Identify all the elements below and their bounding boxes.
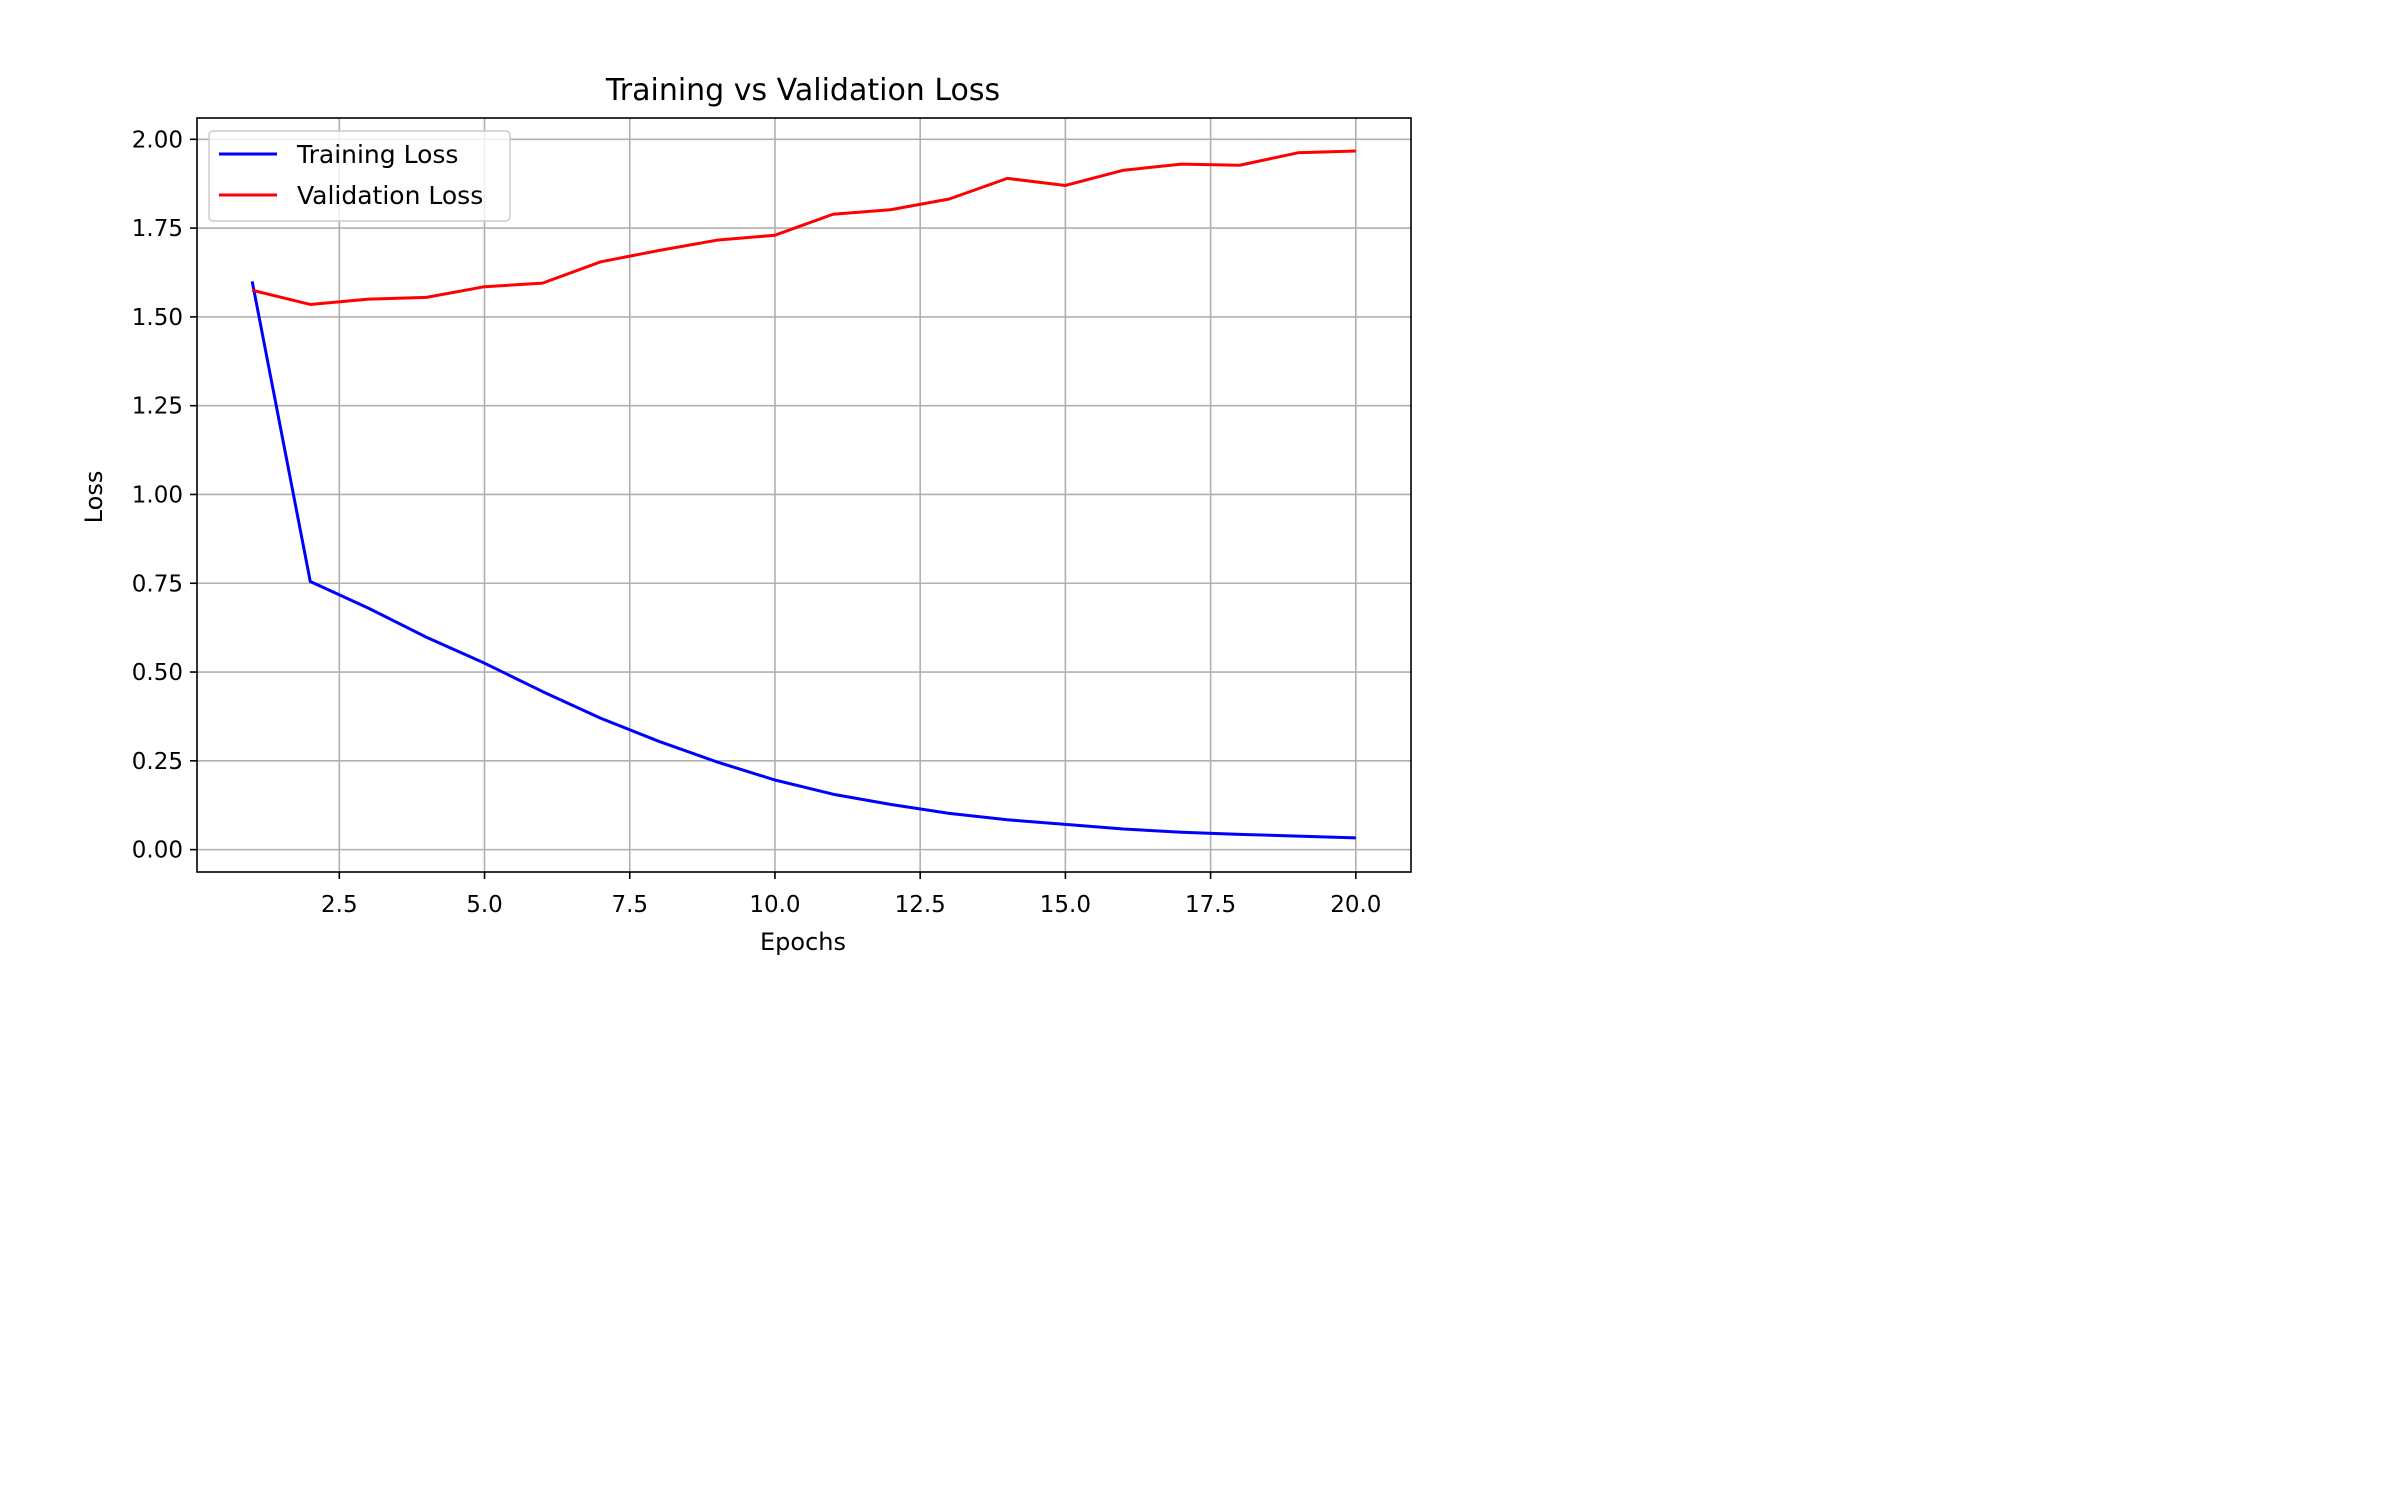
legend-box (208, 130, 511, 222)
x-axis-label: Epochs (760, 928, 846, 956)
y-tick-label: 1.25 (132, 394, 183, 420)
y-tick-label: 1.50 (132, 305, 183, 331)
legend-label-training-loss: Training Loss (296, 140, 458, 169)
legend-label-validation-loss: Validation Loss (297, 181, 483, 210)
chart-title: Training vs Validation Loss (605, 73, 1000, 108)
x-tick-label: 20.0 (1330, 892, 1381, 918)
x-tick-label: 2.5 (321, 892, 358, 918)
y-tick-label: 0.25 (132, 749, 183, 775)
y-tick-label: 1.00 (132, 482, 183, 508)
y-tick-label: 0.75 (132, 571, 183, 597)
x-tick-label: 10.0 (749, 892, 800, 918)
x-tick-label: 17.5 (1185, 892, 1236, 918)
y-tick-label: 0.00 (132, 838, 183, 864)
x-tick-label: 5.0 (466, 892, 503, 918)
series-line-training-loss (250, 281, 1356, 840)
y-tick-label: 1.75 (132, 216, 183, 242)
series-line-validation-loss (251, 149, 1356, 306)
x-tick-label: 7.5 (611, 892, 648, 918)
x-tick-label: 15.0 (1040, 892, 1091, 918)
loss-chart: Training vs Validation Loss 2.5 5.0 7.5 10.… (0, 0, 1545, 966)
legend: Training Loss Validation Loss (208, 130, 511, 222)
y-axis-label: Loss (80, 471, 108, 524)
y-tick-label: 2.00 (132, 127, 183, 153)
grid (197, 118, 1411, 872)
x-tick-label: 12.5 (895, 892, 946, 918)
y-tick-label: 0.50 (132, 660, 183, 686)
axis-ticks: 2.5 5.0 7.5 10.0 12.5 15.0 17.5 20.0 0.00 0.25 0.5… (132, 127, 1382, 918)
series-lines (250, 149, 1356, 840)
